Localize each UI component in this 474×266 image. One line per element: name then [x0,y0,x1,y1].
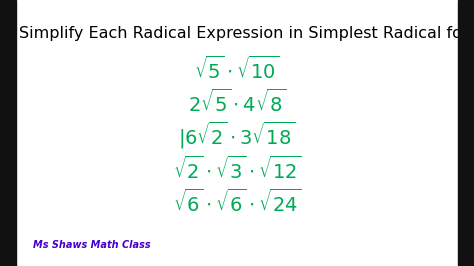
Text: $2\sqrt{5} \cdot 4\sqrt{8}$: $2\sqrt{5} \cdot 4\sqrt{8}$ [188,89,286,116]
Bar [0,0,16,266]
Text: $|6\sqrt{2} \cdot 3\sqrt{18}$: $|6\sqrt{2} \cdot 3\sqrt{18}$ [178,120,296,151]
Text: Ms Shaws Math Class: Ms Shaws Math Class [33,240,151,250]
Text: $\sqrt{6} \cdot \sqrt{6} \cdot \sqrt{24}$: $\sqrt{6} \cdot \sqrt{6} \cdot \sqrt{24}… [173,189,301,216]
Text: Simplify Each Radical Expression in Simplest Radical form: Simplify Each Radical Expression in Simp… [18,26,474,41]
Text: $\sqrt{2} \cdot \sqrt{3} \cdot \sqrt{12}$: $\sqrt{2} \cdot \sqrt{3} \cdot \sqrt{12}… [173,155,301,182]
Text: $\sqrt{5} \cdot \sqrt{10}$: $\sqrt{5} \cdot \sqrt{10}$ [194,56,280,83]
Bar [458,0,474,266]
